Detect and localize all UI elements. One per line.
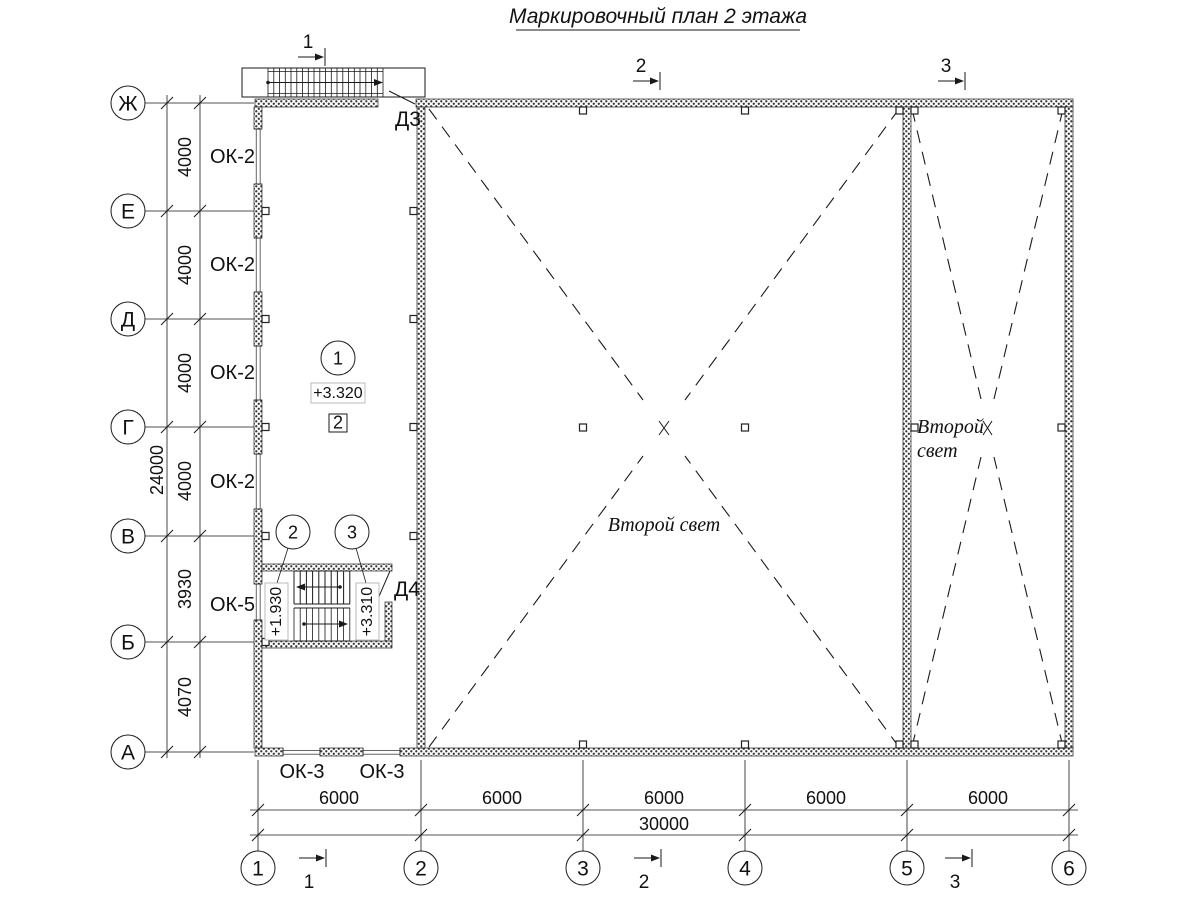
axis-row-v: В: [121, 526, 135, 549]
section-marks: 1 2 3 1 2 3: [298, 32, 973, 893]
elevation-landing: +1.930: [264, 582, 289, 641]
window-mark-labels: ОК-2 ОК-2 ОК-2 ОК-2 ОК-5 ОК-3 ОК-3: [210, 146, 405, 783]
ok2-label-2: ОК-2: [210, 254, 255, 276]
v-dim-5: 3930: [175, 569, 195, 609]
v-dim-4: 4000: [175, 461, 195, 501]
ok2-label-3: ОК-2: [210, 362, 255, 384]
bottom-dimension-chain: 6000 6000 6000 6000 6000 30000: [250, 760, 1078, 851]
axis-col-2: 2: [415, 858, 427, 881]
ok5-label: ОК-5: [210, 594, 255, 616]
callout-2: 2: [275, 514, 311, 584]
callout-boxed-2: 2: [328, 413, 348, 433]
v-dim-6: 4070: [175, 677, 195, 717]
axis-col-3: 3: [577, 858, 589, 881]
building-walls: [253, 98, 1074, 757]
axis-row-g: Г: [122, 417, 133, 440]
callout-1-number: 1: [333, 349, 343, 369]
axis-row-a: А: [121, 742, 135, 765]
axis-col-4: 4: [739, 858, 751, 881]
section-1-top: 1: [303, 32, 314, 53]
callout-3-number: 3: [347, 523, 357, 543]
window-glazing: [254, 128, 401, 756]
axis-col-6: 6: [1063, 858, 1075, 881]
h-dim-4: 6000: [806, 788, 846, 808]
axis-row-e: Е: [121, 201, 135, 224]
door-d3: Д3: [388, 90, 421, 131]
callout-1: 1: [320, 340, 356, 376]
section-3-top: 3: [941, 56, 952, 77]
v-dim-2: 4000: [175, 245, 195, 285]
interior-stair: [293, 570, 351, 642]
ok3-label-2: ОК-3: [360, 761, 405, 783]
ok2-label-1: ОК-2: [210, 146, 255, 168]
door-d4-label: Д4: [394, 578, 420, 601]
second-light-label-hall: Второй свет: [608, 514, 721, 536]
ok2-label-4: ОК-2: [210, 471, 255, 493]
row-axis-bubbles: Ж Е Д Г В Б А: [110, 85, 146, 770]
column-markers: [261, 106, 1066, 749]
second-light-label-right-1: Второй: [917, 416, 984, 438]
door-d4: Д4: [376, 570, 420, 602]
section-2-top: 2: [636, 56, 647, 77]
callout-3: 3: [334, 514, 370, 584]
second-light-diagonals: [428, 108, 1064, 748]
v-dim-1: 4000: [175, 137, 195, 177]
v-dim-total: 24000: [147, 445, 167, 495]
callout-2-number: 2: [288, 523, 298, 543]
ok3-label-1: ОК-3: [280, 761, 325, 783]
section-3-bottom: 3: [950, 872, 961, 893]
axis-row-zh: Ж: [118, 93, 138, 116]
axis-row-d: Д: [121, 309, 135, 332]
elevation-floor: +3.320: [310, 382, 366, 404]
elevation-stair-top-value: +3.310: [359, 587, 376, 636]
h-dim-5: 6000: [968, 788, 1008, 808]
col-axis-bubbles: 1 2 3 4 5 6: [240, 850, 1087, 886]
h-dim-3: 6000: [644, 788, 684, 808]
door-d3-label: Д3: [395, 108, 421, 131]
h-dim-2: 6000: [482, 788, 522, 808]
elevation-floor-value: +3.320: [313, 385, 362, 402]
axis-row-b: Б: [121, 632, 135, 655]
axis-col-5: 5: [901, 858, 913, 881]
section-1-bottom: 1: [304, 872, 315, 893]
callout-boxed-2-number: 2: [333, 413, 343, 433]
axis-col-1: 1: [252, 858, 264, 881]
v-dim-3: 4000: [175, 353, 195, 393]
second-light-label-right-2: свет: [917, 440, 958, 462]
drawing-title: Маркировочный план 2 этажа: [509, 5, 807, 28]
left-dimension-chain: 4000 4000 4000 4000 3930 4070 24000: [145, 95, 254, 759]
h-dim-1: 6000: [319, 788, 359, 808]
elevation-stair-top: +3.310: [355, 582, 380, 641]
elevation-landing-value: +1.930: [268, 587, 285, 636]
exterior-stair: [241, 67, 426, 98]
section-2-bottom: 2: [639, 872, 650, 893]
h-dim-total: 30000: [639, 814, 689, 834]
